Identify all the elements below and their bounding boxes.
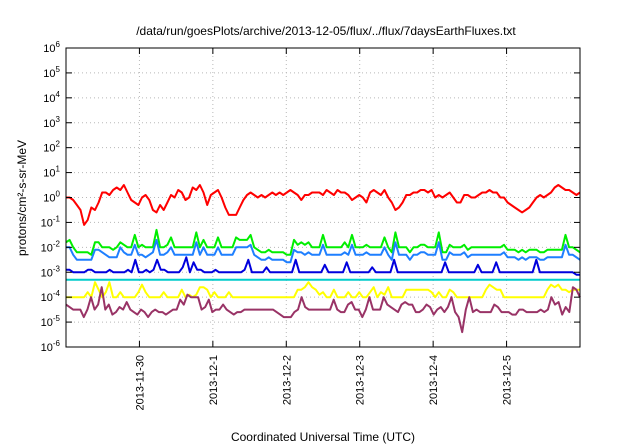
x-tick-label: 2013-12-3 <box>355 355 367 405</box>
y-tick-label: 105 <box>43 65 60 80</box>
y-tick-label: 104 <box>43 90 60 105</box>
y-tick-label: 10-6 <box>41 339 61 354</box>
y-tick-label: 102 <box>43 140 60 155</box>
x-tick-label: 2013-11-30 <box>134 355 146 410</box>
y-tick-label: 10-4 <box>41 289 61 304</box>
y-tick-label: 103 <box>43 115 60 130</box>
x-tick-label: 2013-12-5 <box>502 355 514 405</box>
y-tick-label: 101 <box>43 165 60 180</box>
series-line-4 <box>66 256 580 276</box>
y-tick-label: 106 <box>43 40 60 55</box>
y-tick-label: 10-1 <box>41 214 61 229</box>
series-line-7 <box>65 286 581 334</box>
y-axis-label: protons/cm²-s-sr-MeV <box>15 140 29 256</box>
x-tick-label: 2013-12-4 <box>428 355 440 405</box>
x-axis: 2013-11-30 2013-12-1 2013-12-2 2013-12-3 201… <box>134 48 514 410</box>
y-tick-label: 100 <box>43 190 60 205</box>
y-axis: 10-6 10-5 10-4 10-3 10-2 10-1 100 101 102 103 104 1… <box>41 40 580 354</box>
series-line-3 <box>66 238 581 264</box>
y-tick-label: 10-5 <box>41 314 61 329</box>
y-tick-label: 10-2 <box>41 239 61 254</box>
series-line-1 <box>66 184 581 226</box>
y-tick-label: 10-3 <box>41 264 61 279</box>
x-tick-label: 2013-12-2 <box>281 355 293 405</box>
series-line-6 <box>66 281 580 299</box>
x-tick-label: 2013-12-1 <box>208 355 220 405</box>
chart-title: /data/run/goesPlots/archive/2013-12-05/f… <box>136 24 516 38</box>
series-group <box>65 184 581 334</box>
x-axis-label: Coordinated Universal Time (UTC) <box>231 430 415 444</box>
series-line-2 <box>65 228 581 256</box>
